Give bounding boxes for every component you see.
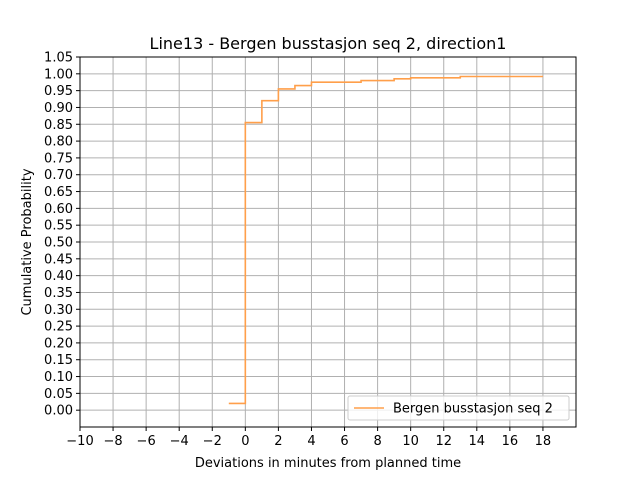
x-tick-label: −8 bbox=[103, 434, 122, 449]
y-tick-label: 0.70 bbox=[44, 168, 73, 183]
y-tick-label: 0.50 bbox=[44, 236, 73, 251]
x-tick-label: 18 bbox=[535, 434, 552, 449]
y-tick-label: 0.20 bbox=[44, 336, 73, 351]
legend: Bergen busstasjon seq 2 bbox=[347, 395, 570, 421]
y-tick-label: 0.45 bbox=[44, 252, 73, 267]
x-tick-label: −10 bbox=[66, 434, 93, 449]
y-tick-label: 0.80 bbox=[44, 135, 73, 150]
x-tick-label: 16 bbox=[502, 434, 519, 449]
legend-box bbox=[347, 395, 570, 421]
x-tick-label: 14 bbox=[469, 434, 486, 449]
y-tick-label: 0.30 bbox=[44, 303, 73, 318]
y-tick-label: 0.75 bbox=[44, 151, 73, 166]
y-tick-label: 0.05 bbox=[44, 387, 73, 402]
y-tick-label: 1.00 bbox=[44, 67, 73, 82]
x-tick-label: 12 bbox=[435, 434, 452, 449]
y-tick-label: 0.55 bbox=[44, 219, 73, 234]
chart-title: Line13 - Bergen busstasjon seq 2, direct… bbox=[150, 34, 507, 53]
series-layer bbox=[228, 75, 543, 405]
series-line bbox=[228, 75, 543, 405]
y-tick-label: 0.95 bbox=[44, 84, 73, 99]
x-tick-label: −4 bbox=[170, 434, 189, 449]
y-tick-label: 0.00 bbox=[44, 404, 73, 419]
y-tick-label: 0.15 bbox=[44, 353, 73, 368]
x-tick-label: 6 bbox=[340, 434, 348, 449]
y-tick-label: 0.90 bbox=[44, 101, 73, 116]
y-axis: 0.00 0.05 0.10 0.15 0.200.25 0.30 0.35 0.40 0.45… bbox=[44, 51, 80, 419]
y-tick-label: 0.60 bbox=[44, 202, 73, 217]
x-axis: −10 −8 −6 −4 −2 0 2 4 6 8 10 12 14 16 18 bbox=[66, 427, 551, 449]
x-tick-label: −6 bbox=[137, 434, 156, 449]
y-tick-label: 0.65 bbox=[44, 185, 73, 200]
x-tick-label: 0 bbox=[241, 434, 249, 449]
legend-entry: Bergen busstasjon seq 2 bbox=[393, 402, 553, 417]
y-tick-label: 0.25 bbox=[44, 320, 73, 335]
x-tick-label: 4 bbox=[307, 434, 315, 449]
grid bbox=[79, 56, 576, 427]
x-axis-label: Deviations in minutes from planned time bbox=[195, 456, 461, 471]
y-tick-label: 1.05 bbox=[44, 51, 73, 66]
y-tick-label: 0.10 bbox=[44, 370, 73, 385]
x-tick-label: −2 bbox=[203, 434, 222, 449]
y-tick-label: 0.85 bbox=[44, 118, 73, 133]
y-axis-label: Cumulative Probability bbox=[20, 168, 35, 315]
y-tick-label: 0.40 bbox=[44, 269, 73, 284]
x-tick-label: 10 bbox=[402, 434, 419, 449]
y-tick-label: 0.35 bbox=[44, 286, 73, 301]
x-tick-label: 8 bbox=[373, 434, 381, 449]
x-tick-label: 2 bbox=[274, 434, 282, 449]
